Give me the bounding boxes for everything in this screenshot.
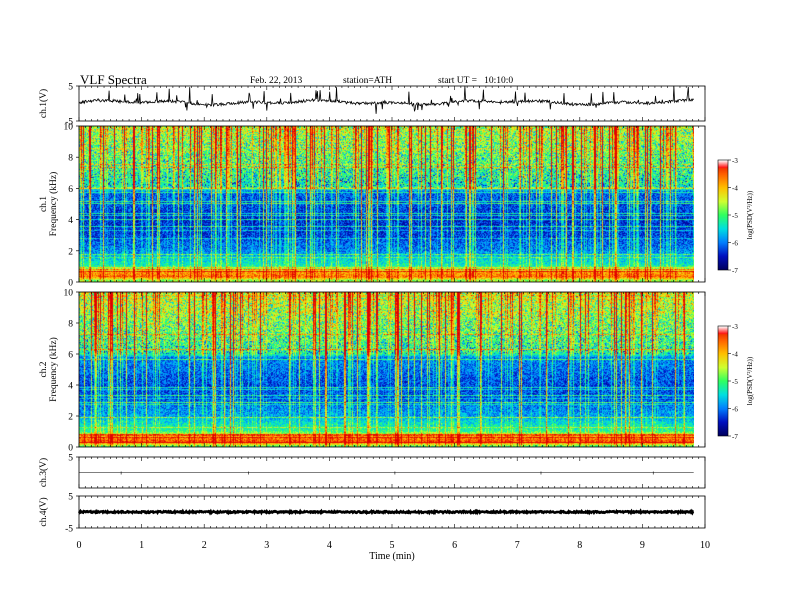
y-axis-label-ch2-spec: ch.2 — [39, 361, 49, 377]
x-tick-label: 7 — [515, 540, 520, 551]
y-axis-label-ch1-wave: ch.1(V) — [38, 89, 49, 118]
y-tick-label-ch1-wave: -5 — [65, 118, 73, 128]
y-axis-label-ch4-wave: ch.4(V) — [38, 497, 49, 526]
x-tick-label: 0 — [77, 540, 82, 551]
colorbar-tick-label: -6 — [732, 406, 738, 414]
waveform-ch1-wave — [78, 86, 694, 114]
waveform-ch4-wave — [77, 508, 695, 516]
y-tick-label-ch2-spec: 10 — [64, 289, 74, 299]
y-tick-label-ch2-spec: 8 — [68, 320, 73, 330]
x-tick-label: 8 — [577, 540, 582, 551]
y-tick-label-ch1-spec: 8 — [68, 154, 73, 164]
colorbar-1 — [718, 160, 728, 270]
y-tick-label-ch1-spec: 10 — [64, 123, 74, 133]
colorbar-tick-label: -3 — [732, 157, 738, 165]
x-tick-label: 3 — [264, 540, 269, 551]
y-tick-label-ch2-spec: 4 — [68, 382, 73, 392]
colorbar-tick-label: -5 — [732, 378, 738, 386]
y-tick-label-ch3-wave: 5 — [68, 454, 73, 464]
colorbar-tick-label: -6 — [732, 240, 738, 248]
y-tick-label-ch2-spec: 6 — [68, 351, 73, 361]
colorbar-tick-label: -5 — [732, 212, 738, 220]
x-tick-label: 9 — [640, 540, 645, 551]
colorbar-tick-label: -4 — [732, 351, 738, 359]
colorbar-tick-label: -7 — [732, 267, 738, 275]
colorbar-2 — [718, 326, 728, 436]
colorbar-tick-label: -4 — [732, 185, 738, 193]
y-tick-label-ch1-spec: 2 — [68, 247, 73, 257]
x-axis-label: Time (min) — [369, 551, 414, 562]
colorbar-label: log(PSD(V²/Hz)) — [746, 356, 754, 405]
y-tick-label-ch2-spec: 0 — [68, 444, 73, 454]
spectrogram-image-ch2-spec — [79, 292, 694, 447]
y-tick-label-ch1-spec: 0 — [68, 279, 73, 289]
x-tick-label: 1 — [139, 540, 144, 551]
y-axis-label-ch1-spec: ch.1 — [39, 196, 49, 212]
x-tick-label: 5 — [390, 540, 395, 551]
y-axis-label-ch3-wave: ch.3(V) — [38, 458, 49, 487]
y-axis-label-ch1-spec: Frequency (kHz) — [48, 172, 59, 237]
colorbar-tick-label: -3 — [732, 323, 738, 331]
x-tick-label: 4 — [327, 540, 332, 551]
y-tick-label-ch2-spec: 2 — [68, 413, 73, 423]
y-tick-label-ch4-wave: -5 — [65, 525, 73, 535]
spectrogram-image-ch1-spec — [79, 126, 694, 282]
colorbar-label: log(PSD(V²/Hz)) — [746, 190, 754, 239]
y-tick-label-ch1-spec: 4 — [68, 216, 73, 226]
figure-title: VLF Spectra — [80, 72, 147, 87]
x-tick-label: 2 — [202, 540, 207, 551]
y-tick-label-ch1-wave: 5 — [68, 83, 73, 93]
date-label: Feb. 22, 2013 — [250, 76, 303, 86]
y-axis-label-ch2-spec: Frequency (kHz) — [48, 337, 59, 402]
colorbar-tick-label: -7 — [732, 433, 738, 441]
x-tick-label: 6 — [452, 540, 457, 551]
x-tick-label: 10 — [700, 540, 710, 551]
start-time-label: start UT = 10:10:0 — [438, 76, 513, 86]
y-tick-label-ch1-spec: 6 — [68, 185, 73, 195]
y-tick-label-ch4-wave: 5 — [68, 493, 73, 503]
station-label: station=ATH — [343, 76, 392, 86]
